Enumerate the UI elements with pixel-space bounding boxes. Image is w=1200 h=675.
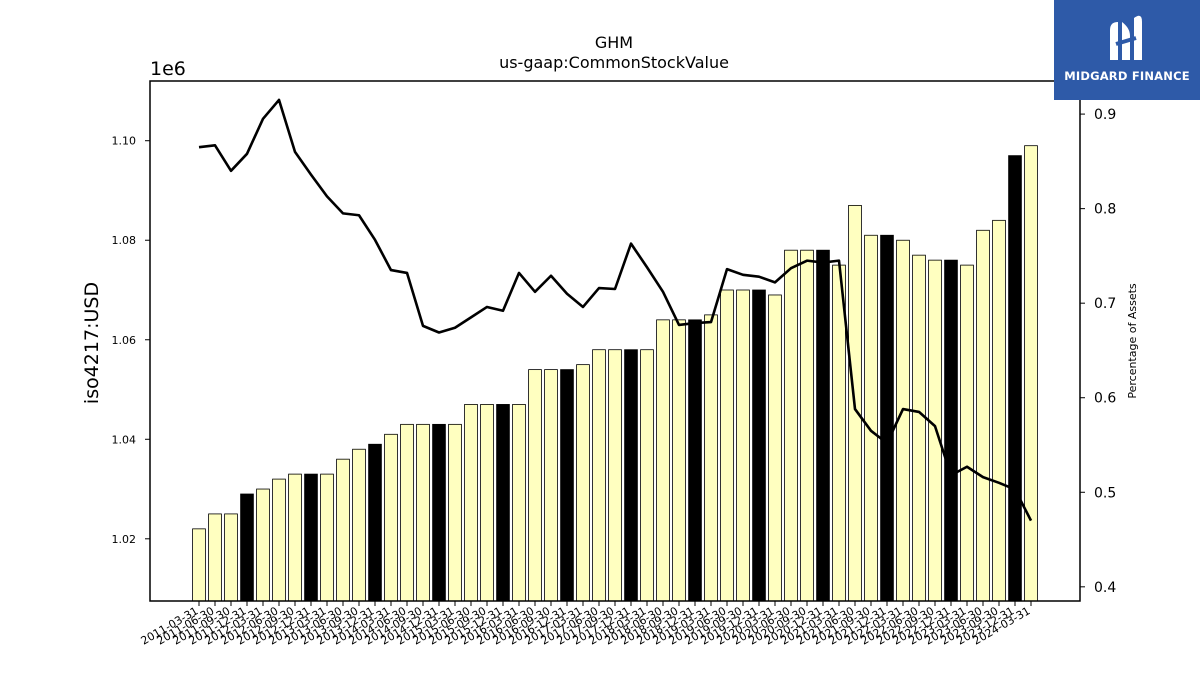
bar-2020-12-31 bbox=[816, 249, 830, 602]
bar-2020-03-31 bbox=[768, 294, 782, 602]
bar-2018-06-30 bbox=[656, 319, 670, 602]
bar-series bbox=[192, 145, 1038, 602]
bar-2017-03-31 bbox=[576, 364, 590, 602]
bar-2014-09-30 bbox=[416, 423, 430, 602]
y-tick-label: 1.08 bbox=[112, 234, 137, 247]
bar-2023-12-31 bbox=[1008, 155, 1022, 602]
y-tick-label: 1.10 bbox=[112, 135, 137, 148]
bar-2015-06-30 bbox=[464, 404, 478, 602]
bar-2012-12-31 bbox=[304, 473, 318, 602]
bar-2021-12-31 bbox=[880, 234, 894, 602]
bar-2016-03-31 bbox=[512, 404, 526, 602]
bar-2021-09-30 bbox=[864, 234, 878, 602]
y-axis-ticks: 1.02 1.04 1.06 1.08 1.10 bbox=[112, 135, 150, 546]
bar-2019-09-30 bbox=[736, 289, 750, 602]
bar-2014-06-30 bbox=[400, 423, 414, 602]
line-series bbox=[198, 98, 1033, 522]
y2-tick-label: 0.5 bbox=[1094, 485, 1116, 501]
bar-2016-09-30 bbox=[544, 369, 558, 602]
bar-2013-09-30 bbox=[352, 448, 366, 602]
midgard-logo: MIDGARD FINANCE bbox=[1054, 0, 1200, 100]
percentage-of-assets-line bbox=[198, 98, 1033, 522]
bar-2016-12-31 bbox=[560, 369, 574, 602]
bar-2019-03-31 bbox=[704, 314, 718, 602]
bar-2013-06-30 bbox=[336, 458, 350, 602]
bar-2011-06-30 bbox=[208, 513, 222, 602]
bar-2015-09-30 bbox=[480, 404, 494, 602]
bar-2013-03-31 bbox=[320, 473, 334, 602]
bar-2018-03-31 bbox=[640, 349, 654, 602]
bar-2017-06-30 bbox=[592, 349, 606, 602]
bar-2022-12-31 bbox=[944, 259, 958, 602]
bar-2012-03-31 bbox=[256, 488, 270, 602]
bar-2020-09-30 bbox=[800, 249, 814, 602]
bar-2015-12-31 bbox=[496, 404, 510, 602]
y2-tick-label: 0.9 bbox=[1094, 107, 1116, 123]
y2-tick-label: 0.7 bbox=[1094, 296, 1116, 312]
bar-2013-12-31 bbox=[368, 443, 382, 602]
bar-2016-06-30 bbox=[528, 369, 542, 602]
bar-2022-09-30 bbox=[928, 259, 942, 602]
bar-2020-06-30 bbox=[784, 249, 798, 602]
bar-2023-09-30 bbox=[992, 219, 1006, 602]
bar-2014-12-31 bbox=[432, 423, 446, 602]
y-tick-label: 1.06 bbox=[112, 334, 137, 347]
y-tick-label: 1.04 bbox=[112, 433, 137, 446]
bar-2014-03-31 bbox=[384, 433, 398, 602]
bar-2022-06-30 bbox=[912, 254, 926, 602]
bar-2018-09-30 bbox=[672, 319, 686, 602]
bar-2023-03-31 bbox=[960, 264, 974, 602]
bar-2011-12-31 bbox=[240, 493, 254, 602]
y-scale-label: 1e6 bbox=[150, 58, 186, 80]
midgard-logo-icon bbox=[1110, 15, 1142, 60]
y2-axis-label: Percentage of Assets bbox=[1126, 283, 1139, 399]
chart-title: GHM bbox=[595, 33, 633, 52]
bar-2012-06-30 bbox=[272, 478, 286, 602]
y-axis-label: iso4217:USD bbox=[81, 282, 103, 404]
y-tick-label: 1.02 bbox=[112, 533, 137, 546]
bar-2023-06-30 bbox=[976, 229, 990, 602]
bar-2015-03-31 bbox=[448, 423, 462, 602]
bar-2024-03-31 bbox=[1024, 145, 1038, 602]
bar-2011-03-31 bbox=[192, 528, 206, 602]
y2-axis-ticks: 0.4 0.5 0.6 0.7 0.8 0.9 bbox=[1080, 107, 1116, 596]
bar-2021-03-31 bbox=[832, 264, 846, 602]
bar-2017-09-30 bbox=[608, 349, 622, 602]
logo-text: MIDGARD FINANCE bbox=[1064, 69, 1190, 83]
chart-subtitle: us-gaap:CommonStockValue bbox=[499, 53, 729, 72]
bar-2019-06-30 bbox=[720, 289, 734, 602]
bar-2019-12-31 bbox=[752, 289, 766, 602]
y2-tick-label: 0.4 bbox=[1094, 580, 1116, 596]
bar-2012-09-30 bbox=[288, 473, 302, 602]
bar-2011-09-30 bbox=[224, 513, 238, 602]
bar-2018-12-31 bbox=[688, 319, 702, 602]
bar-2017-12-31 bbox=[624, 349, 638, 602]
x-axis-ticks: 2011-03-312011-06-302011-09-302011-12-31… bbox=[139, 601, 1033, 648]
y2-tick-label: 0.8 bbox=[1094, 202, 1116, 218]
y2-tick-label: 0.6 bbox=[1094, 391, 1116, 407]
